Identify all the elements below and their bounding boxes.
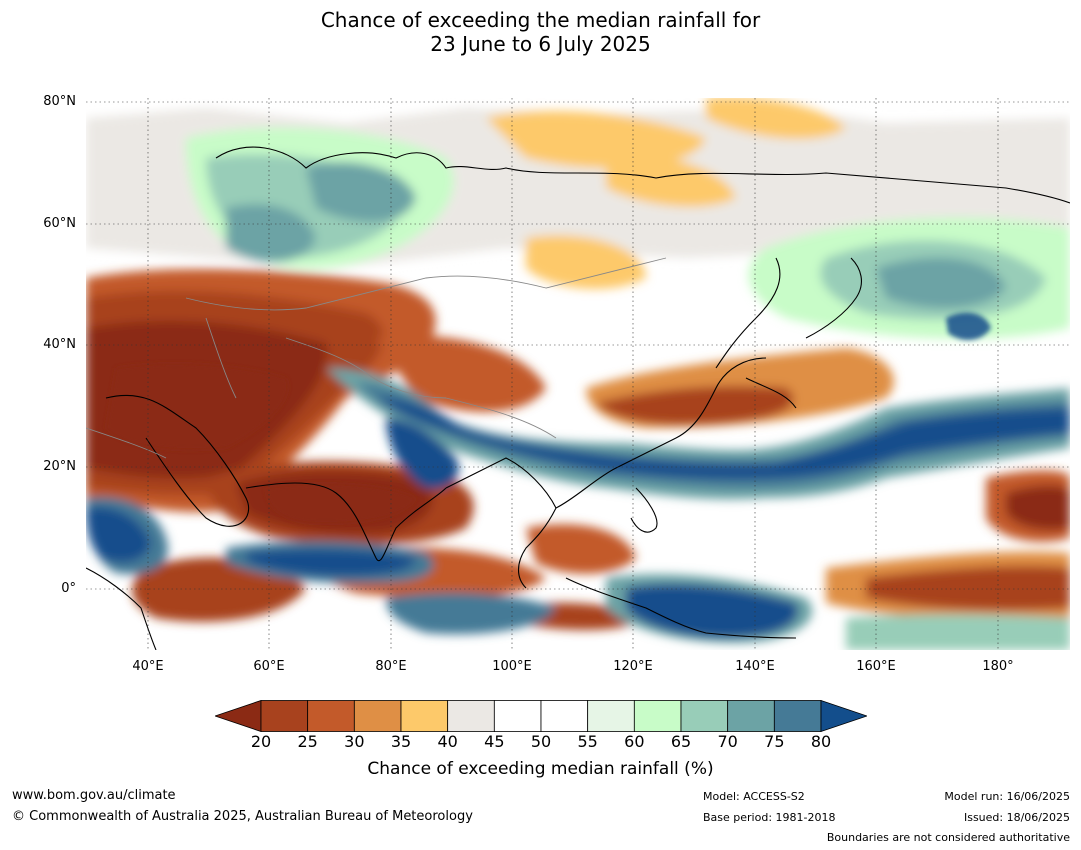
map-title-line2: 23 June to 6 July 2025	[430, 32, 651, 56]
map-title-line1: Chance of exceeding the median rainfall …	[320, 8, 761, 32]
lat-label-20n: 20°N	[43, 459, 76, 474]
colorbar-segment	[493, 700, 542, 732]
colorbar-tick-label: 55	[577, 732, 598, 751]
lat-label-40n: 40°N	[43, 337, 76, 352]
coastlines	[86, 146, 1070, 650]
colorbar-tick-label: 80	[810, 732, 832, 751]
colorbar-tick-label: 45	[484, 732, 505, 751]
issued-date: Issued: 18/06/2025	[963, 811, 1070, 824]
colorbar-segment	[773, 700, 822, 732]
copyright-text: © Commonwealth of Australia 2025, Austra…	[12, 809, 473, 824]
colorbar-segment	[680, 700, 729, 732]
boundary-disclaimer: Boundaries are not considered authoritat…	[826, 831, 1070, 844]
colorbar-arrow-low	[215, 700, 262, 732]
colorbar-segment	[447, 700, 495, 732]
lon-label-180: 180°	[982, 659, 1014, 674]
colorbar-tick-label: 40	[437, 732, 458, 751]
colorbar-arrow-high	[820, 700, 867, 732]
colorbar-tick-label: 65	[670, 732, 692, 751]
colorbar-tick-label: 75	[764, 732, 785, 751]
colorbar-segment	[540, 700, 589, 732]
colorbar-tick-label: 35	[390, 732, 412, 751]
lon-label-60e: 60°E	[253, 659, 285, 674]
rainfall-field	[86, 98, 1070, 650]
colorbar-segment	[307, 700, 355, 732]
colorbar-segment	[400, 700, 449, 732]
lon-label-160e: 160°E	[856, 659, 896, 674]
rainfall-map-svg	[86, 98, 1070, 650]
colorbar	[215, 700, 867, 732]
colorbar-tick-label: 30	[344, 732, 365, 751]
model-name: Model: ACCESS-S2	[703, 790, 805, 803]
graticule	[86, 98, 1070, 650]
website-link[interactable]: www.bom.gov.au/climate	[12, 788, 176, 803]
base-period: Base period: 1981-2018	[703, 811, 836, 824]
colorbar-tick-label: 60	[624, 732, 645, 751]
colorbar-tick-label: 25	[297, 732, 318, 751]
lat-label-60n: 60°N	[43, 216, 76, 231]
colorbar-tick-label: 20	[250, 732, 272, 751]
colorbar-title: Chance of exceeding median rainfall (%)	[367, 759, 714, 779]
lon-label-40e: 40°E	[132, 659, 164, 674]
colorbar-tick-label: 50	[530, 732, 552, 751]
lon-label-100e: 100°E	[492, 659, 532, 674]
lat-label-80n: 80°N	[43, 94, 76, 109]
lon-label-120e: 120°E	[613, 659, 653, 674]
lat-label-0: 0°	[61, 581, 76, 596]
map-title: Chance of exceeding the median rainfall …	[0, 8, 1081, 56]
colorbar-tick-label: 70	[717, 732, 738, 751]
colorbar-segment	[727, 700, 775, 732]
model-run-date: Model run: 16/06/2025	[944, 790, 1070, 803]
colorbar-segment	[260, 700, 309, 732]
colorbar-segment	[587, 700, 635, 732]
lon-label-80e: 80°E	[375, 659, 407, 674]
colorbar-segment	[353, 700, 402, 732]
lon-label-140e: 140°E	[735, 659, 775, 674]
colorbar-segment	[633, 700, 682, 732]
rainfall-map	[86, 98, 1070, 650]
